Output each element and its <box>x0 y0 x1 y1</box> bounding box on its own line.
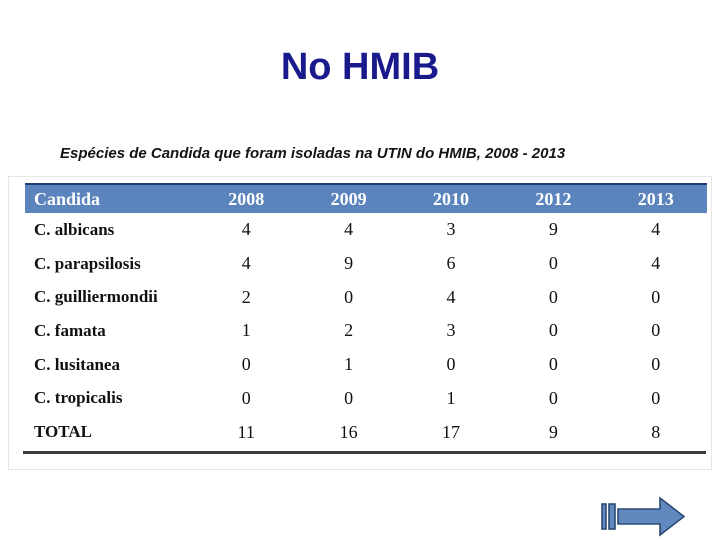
table-row: C. parapsilosis 4 9 6 0 4 <box>25 247 707 281</box>
table-cell: 0 <box>548 354 558 375</box>
table-cell: 0 <box>548 387 558 408</box>
col-header-2009: 2009 <box>330 188 367 209</box>
table-cell: 0 <box>651 286 661 307</box>
table-image-frame <box>8 176 712 470</box>
table-cell: 4 <box>241 253 251 274</box>
table-row: C. albicans 4 4 3 9 4 <box>25 213 707 247</box>
table-cell: 1 <box>446 387 456 408</box>
table-cell: 0 <box>651 387 661 408</box>
col-header-candida: Candida <box>34 188 101 209</box>
table-cell: 11 <box>237 421 255 442</box>
row-label: C. famata <box>34 320 106 340</box>
table-cell: 0 <box>344 387 354 408</box>
row-label: TOTAL <box>34 422 92 442</box>
table-cell: 3 <box>446 320 456 341</box>
table-cell: 9 <box>548 219 558 240</box>
col-header-2013: 2013 <box>637 188 674 209</box>
table-bottom-rule <box>23 451 706 454</box>
row-label: C. parapsilosis <box>34 253 141 273</box>
slide-subtitle: Espécies de Candida que foram isoladas n… <box>60 145 566 162</box>
row-label: C. lusitanea <box>34 354 120 374</box>
table-cell: 9 <box>344 253 354 274</box>
table-cell: 9 <box>548 421 558 442</box>
table-cell: 6 <box>446 253 456 274</box>
candida-table: C. albicans 4 4 3 9 4 C. parapsilosis 4 … <box>25 213 707 449</box>
table-cell: 0 <box>241 387 251 408</box>
table-header-row: Candida 2008 2009 2010 2012 2013 <box>25 183 707 213</box>
striped-right-arrow-icon[interactable] <box>596 492 688 540</box>
table-row: C. guilliermondii 2 0 4 0 0 <box>25 280 707 314</box>
table-cell: 4 <box>344 219 354 240</box>
table-cell: 3 <box>446 219 456 240</box>
col-header-2010: 2010 <box>432 188 469 209</box>
table-cell: 0 <box>241 354 251 375</box>
row-label: C. tropicalis <box>34 388 123 408</box>
table-cell: 0 <box>548 320 558 341</box>
col-header-2012: 2012 <box>535 188 572 209</box>
row-label: C. albicans <box>34 219 115 239</box>
table-cell: 2 <box>241 286 251 307</box>
row-label: C. guilliermondii <box>34 287 158 307</box>
table-cell: 4 <box>651 253 661 274</box>
table-cell: 0 <box>344 286 354 307</box>
table-cell: 16 <box>339 421 358 442</box>
table-cell: 0 <box>651 320 661 341</box>
col-header-2008: 2008 <box>228 188 265 209</box>
page-title: No HMIB <box>280 46 440 88</box>
table-cell: 4 <box>651 219 661 240</box>
table-row: C. famata 1 2 3 0 0 <box>25 314 707 348</box>
table-row: C. tropicalis 0 0 1 0 0 <box>25 382 707 416</box>
table-cell: 0 <box>446 354 456 375</box>
table-cell: 4 <box>241 219 251 240</box>
table-cell: 17 <box>441 421 460 442</box>
table-cell: 8 <box>651 421 661 442</box>
table-row-total: TOTAL 11 16 17 9 8 <box>25 415 707 449</box>
table-cell: 0 <box>548 253 558 274</box>
table-row: C. lusitanea 0 1 0 0 0 <box>25 348 707 382</box>
table-cell: 0 <box>651 354 661 375</box>
table-cell: 0 <box>548 286 558 307</box>
table-cell: 4 <box>446 286 456 307</box>
table-cell: 1 <box>241 320 251 341</box>
table-cell: 2 <box>344 320 354 341</box>
table-cell: 1 <box>344 354 354 375</box>
